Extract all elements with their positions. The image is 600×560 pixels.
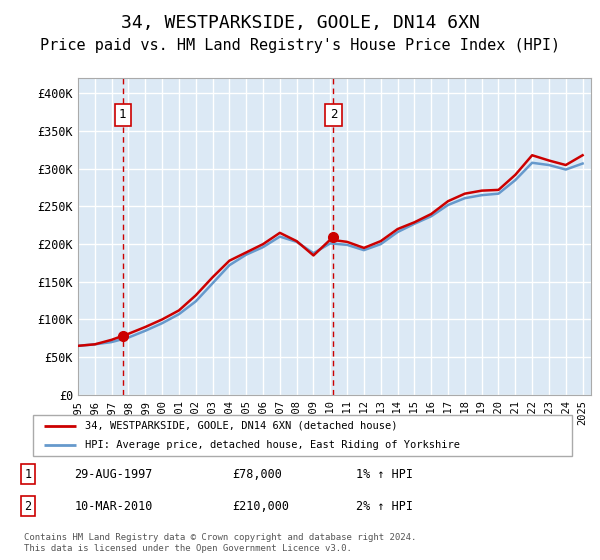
- Text: Contains HM Land Registry data © Crown copyright and database right 2024.
This d: Contains HM Land Registry data © Crown c…: [24, 533, 416, 553]
- Text: 2: 2: [330, 108, 337, 122]
- Text: 34, WESTPARKSIDE, GOOLE, DN14 6XN: 34, WESTPARKSIDE, GOOLE, DN14 6XN: [121, 14, 479, 32]
- Text: 1% ↑ HPI: 1% ↑ HPI: [356, 468, 413, 480]
- Text: 1: 1: [119, 108, 127, 122]
- FancyBboxPatch shape: [33, 416, 572, 456]
- Text: 2% ↑ HPI: 2% ↑ HPI: [356, 500, 413, 513]
- Text: 29-AUG-1997: 29-AUG-1997: [74, 468, 153, 480]
- Text: 1: 1: [25, 468, 32, 480]
- Text: 2: 2: [25, 500, 32, 513]
- Text: £210,000: £210,000: [232, 500, 289, 513]
- Text: Price paid vs. HM Land Registry's House Price Index (HPI): Price paid vs. HM Land Registry's House …: [40, 38, 560, 53]
- Text: HPI: Average price, detached house, East Riding of Yorkshire: HPI: Average price, detached house, East…: [85, 440, 460, 450]
- Text: 10-MAR-2010: 10-MAR-2010: [74, 500, 153, 513]
- Text: 34, WESTPARKSIDE, GOOLE, DN14 6XN (detached house): 34, WESTPARKSIDE, GOOLE, DN14 6XN (detac…: [85, 421, 397, 431]
- Text: £78,000: £78,000: [232, 468, 282, 480]
